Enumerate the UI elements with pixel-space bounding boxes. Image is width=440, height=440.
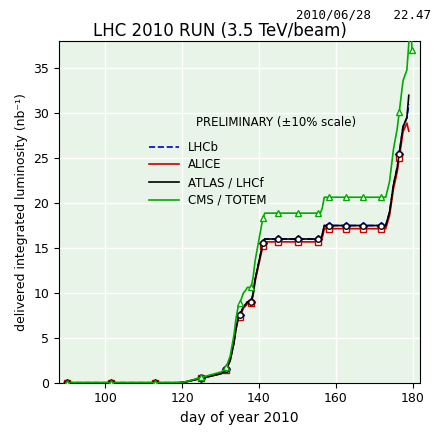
- Line: ATLAS / LHCf: ATLAS / LHCf: [67, 95, 409, 383]
- LHCb: [224, 367, 229, 372]
- ALICE: [404, 121, 410, 126]
- CMS / TOTEM: [64, 380, 70, 385]
- ALICE: [406, 128, 411, 134]
- ALICE: [247, 301, 252, 306]
- CMS / TOTEM: [239, 295, 244, 301]
- CMS / TOTEM: [343, 194, 348, 200]
- Text: 2010/06/28   22.47: 2010/06/28 22.47: [296, 9, 431, 22]
- ATLAS / LHCf: [224, 367, 229, 372]
- LHCb: [264, 236, 269, 242]
- ATLAS / LHCf: [399, 138, 404, 143]
- Text: LHC 2010 RUN (3.5 TeV/beam): LHC 2010 RUN (3.5 TeV/beam): [93, 22, 347, 40]
- CMS / TOTEM: [89, 380, 95, 385]
- LHCb: [247, 299, 252, 304]
- X-axis label: day of year 2010: day of year 2010: [180, 411, 299, 425]
- ATLAS / LHCf: [247, 299, 252, 304]
- LHCb: [218, 371, 223, 376]
- LHCb: [406, 102, 411, 107]
- Text: PRELIMINARY (±10% scale): PRELIMINARY (±10% scale): [196, 117, 356, 129]
- ATLAS / LHCf: [264, 236, 269, 242]
- ALICE: [224, 367, 229, 372]
- ATLAS / LHCf: [218, 371, 223, 376]
- CMS / TOTEM: [83, 380, 88, 385]
- LHCb: [64, 380, 70, 385]
- CMS / TOTEM: [366, 194, 371, 200]
- ALICE: [64, 380, 70, 385]
- Y-axis label: delivered integrated luminosity (nb⁻¹): delivered integrated luminosity (nb⁻¹): [15, 93, 28, 331]
- ALICE: [264, 239, 269, 245]
- LHCb: [399, 138, 404, 143]
- Legend: LHCb, ALICE, ATLAS / LHCf, CMS / TOTEM: LHCb, ALICE, ATLAS / LHCf, CMS / TOTEM: [144, 136, 271, 212]
- ATLAS / LHCf: [64, 380, 70, 385]
- ALICE: [218, 371, 223, 377]
- Line: ALICE: ALICE: [67, 123, 409, 383]
- ALICE: [298, 239, 303, 245]
- Line: CMS / TOTEM: CMS / TOTEM: [67, 0, 412, 383]
- ATLAS / LHCf: [298, 236, 303, 242]
- CMS / TOTEM: [409, 48, 414, 53]
- Line: LHCb: LHCb: [67, 104, 409, 383]
- CMS / TOTEM: [395, 126, 400, 131]
- ATLAS / LHCf: [406, 93, 411, 98]
- ALICE: [399, 143, 404, 148]
- LHCb: [298, 236, 303, 242]
